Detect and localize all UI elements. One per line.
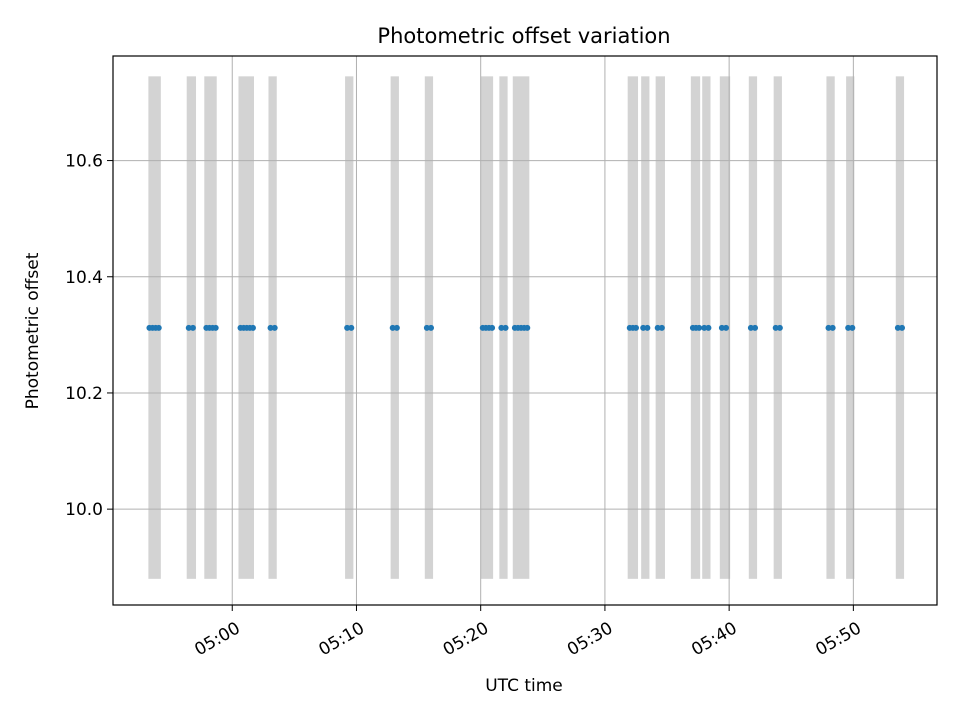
x-tick-label: 05:00 — [191, 618, 243, 660]
data-point — [489, 324, 496, 331]
y-tick-label: 10.6 — [65, 152, 103, 172]
data-point — [498, 324, 505, 331]
x-tick-label: 05:40 — [688, 618, 740, 660]
data-point — [271, 324, 278, 331]
data-point — [524, 324, 531, 331]
data-point — [348, 324, 355, 331]
data-point — [654, 324, 661, 331]
data-point — [705, 324, 712, 331]
x-axis-label: UTC time — [485, 676, 563, 696]
y-axis-label: Photometric offset — [23, 252, 43, 409]
data-point — [776, 324, 783, 331]
data-point — [428, 324, 435, 331]
data-point — [267, 324, 274, 331]
data-point — [772, 324, 779, 331]
x-tick-label: 05:30 — [564, 618, 616, 660]
chart-title: Photometric offset variation — [377, 24, 670, 48]
data-point — [696, 324, 703, 331]
plot-frame — [112, 55, 938, 606]
data-point — [894, 324, 901, 331]
data-point — [644, 324, 651, 331]
data-point — [718, 324, 725, 331]
x-axis: 05:00 05:10 05:20 05:30 05:40 05:50 — [191, 605, 865, 660]
grid-layer — [113, 56, 937, 605]
data-point — [389, 324, 396, 331]
data-point — [825, 324, 832, 331]
data-point — [752, 324, 759, 331]
data-point — [747, 324, 754, 331]
points-layer — [146, 324, 906, 331]
data-point — [189, 324, 196, 331]
data-point — [212, 324, 219, 331]
data-point — [723, 324, 730, 331]
data-point — [640, 324, 647, 331]
x-tick-label: 05:10 — [316, 618, 368, 660]
data-point — [423, 324, 430, 331]
x-tick-label: 05:50 — [812, 618, 864, 660]
y-tick-label: 10.2 — [65, 384, 103, 404]
data-point — [849, 324, 856, 331]
data-point — [344, 324, 351, 331]
data-point — [845, 324, 852, 331]
x-tick-label: 05:20 — [440, 618, 492, 660]
y-axis: 10.0 10.2 10.4 10.6 — [65, 152, 113, 520]
data-point — [249, 324, 256, 331]
data-point — [899, 324, 906, 331]
data-point — [658, 324, 665, 331]
data-point — [701, 324, 708, 331]
data-point — [393, 324, 400, 331]
data-point — [829, 324, 836, 331]
data-point — [632, 324, 639, 331]
data-point — [155, 324, 162, 331]
y-tick-label: 10.4 — [65, 268, 103, 288]
y-tick-label: 10.0 — [65, 500, 103, 520]
data-point — [502, 324, 509, 331]
data-point — [185, 324, 192, 331]
